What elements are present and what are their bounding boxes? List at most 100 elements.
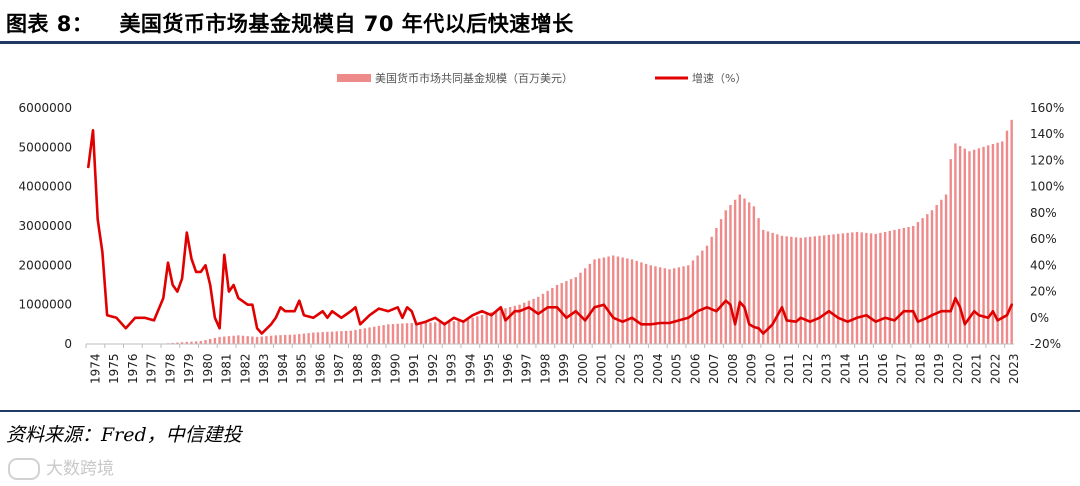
bar — [907, 226, 910, 344]
figure-number: 图表 8： — [6, 12, 94, 36]
x-tick-label: 1980 — [201, 353, 215, 384]
bar — [223, 336, 226, 344]
bar — [958, 146, 962, 344]
bar — [635, 260, 638, 344]
x-tick-label: 2022 — [988, 353, 1002, 384]
bar — [546, 290, 549, 344]
bar — [405, 323, 409, 344]
x-tick-label: 1975 — [107, 353, 121, 384]
x-tick-label: 1997 — [520, 353, 534, 384]
x-tick-label: 1999 — [557, 353, 571, 384]
x-tick-label: 1974 — [88, 353, 102, 384]
bar-series — [87, 119, 1013, 345]
bar — [616, 256, 620, 344]
bar — [209, 338, 212, 344]
bar — [710, 236, 713, 344]
bar — [326, 331, 329, 344]
bar — [729, 205, 732, 344]
bar — [373, 326, 376, 344]
bar — [766, 231, 770, 344]
bar — [673, 268, 676, 344]
bar — [991, 144, 995, 344]
bar — [476, 316, 479, 344]
bar — [279, 335, 282, 344]
bar — [921, 218, 924, 344]
x-tick-label: 1992 — [426, 353, 440, 384]
y-right-tick-label: 100% — [1030, 180, 1064, 194]
x-axis: 1974 1975 1976 1977 1978 1979 1980 1981 1982 1983… — [85, 343, 1021, 384]
bar — [626, 258, 629, 344]
bar — [213, 337, 217, 344]
x-tick-label: 1995 — [482, 353, 496, 384]
y-right-tick-label: 60% — [1030, 232, 1057, 246]
bar — [302, 333, 306, 344]
bar — [682, 266, 685, 344]
bar — [241, 335, 245, 344]
bar — [691, 260, 695, 344]
bar — [757, 218, 760, 344]
x-tick-label: 1985 — [295, 353, 309, 384]
bar — [424, 322, 427, 344]
x-tick-label: 1988 — [351, 353, 365, 384]
bar — [171, 342, 174, 344]
line-series — [87, 129, 1014, 335]
bar — [312, 332, 315, 344]
x-tick-label: 1977 — [145, 353, 159, 384]
x-tick-label: 1991 — [407, 353, 421, 384]
bar — [893, 229, 896, 344]
bar — [344, 330, 348, 344]
bar — [762, 229, 765, 344]
bar — [176, 342, 179, 344]
bar — [644, 263, 648, 344]
x-tick-label: 2007 — [707, 353, 721, 384]
bar — [438, 322, 442, 344]
x-tick-label: 2000 — [576, 353, 590, 384]
bar — [865, 232, 868, 344]
bar — [935, 205, 938, 344]
x-tick-label: 1994 — [463, 353, 477, 384]
bar — [954, 143, 957, 344]
bar — [298, 334, 301, 344]
bar — [977, 148, 981, 344]
y-left-tick-label: 3000000 — [19, 219, 72, 233]
bar — [883, 231, 887, 344]
bar — [705, 245, 709, 344]
bar — [401, 323, 404, 344]
bar — [368, 327, 371, 344]
bar — [912, 226, 915, 344]
watermark: 大数跨境 — [8, 454, 114, 480]
bar — [743, 198, 746, 344]
bar — [1005, 130, 1009, 344]
source-note: 资料来源：Fred，中信建投 — [6, 424, 242, 446]
x-tick-label: 2015 — [857, 353, 871, 384]
x-tick-label: 1996 — [501, 353, 515, 384]
bar — [518, 304, 521, 344]
bar — [926, 214, 929, 344]
y-left-tick-label: 1000000 — [19, 298, 72, 312]
bar — [996, 142, 999, 344]
y-left-tick-label: 4000000 — [19, 180, 72, 194]
bar — [832, 234, 835, 344]
x-tick-label: 2013 — [820, 353, 834, 384]
bar — [218, 336, 221, 344]
bar — [808, 236, 812, 344]
bar — [265, 336, 268, 344]
x-tick-label: 2006 — [688, 353, 702, 384]
bar — [790, 236, 793, 344]
bar — [1010, 119, 1013, 344]
y-left-tick-label: 2000000 — [19, 258, 72, 272]
bar — [949, 159, 952, 344]
x-tick-label: 1989 — [370, 353, 384, 384]
bar — [799, 237, 802, 344]
bar — [687, 265, 690, 344]
x-tick-label: 2012 — [801, 353, 815, 384]
bar — [471, 317, 474, 344]
bar — [541, 293, 545, 344]
x-tick-label: 1978 — [163, 353, 177, 384]
x-tick-label: 2004 — [651, 353, 665, 384]
bar — [602, 257, 606, 344]
x-tick-label: 1987 — [332, 353, 346, 384]
bar — [485, 313, 488, 344]
bar — [916, 222, 920, 344]
bar — [227, 336, 231, 344]
